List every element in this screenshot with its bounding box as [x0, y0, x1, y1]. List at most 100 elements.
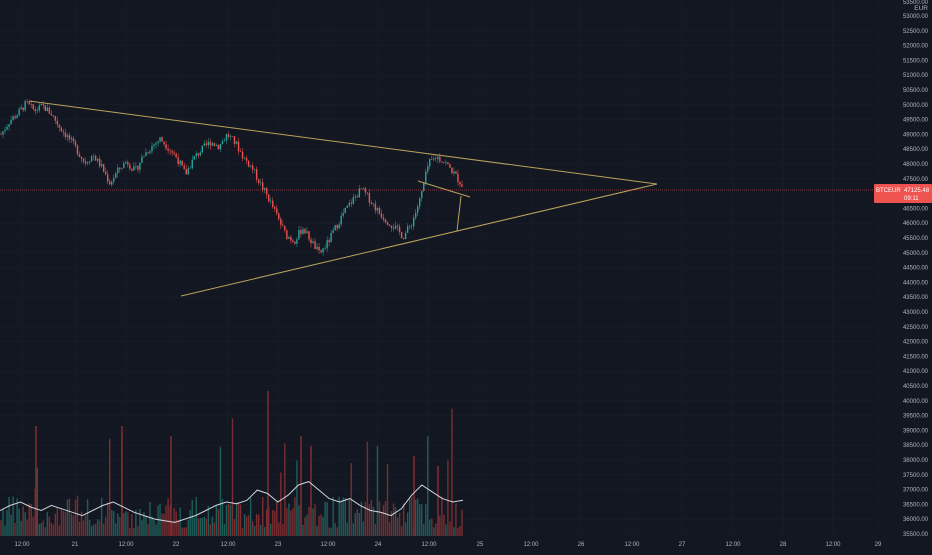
- volume-bar: [390, 511, 393, 536]
- price-tick-label: 43500.00: [903, 295, 929, 301]
- candle: [316, 242, 318, 251]
- volume-bar: [215, 506, 218, 536]
- volume-bar: [80, 511, 83, 536]
- price-tick-label: 51500.00: [903, 58, 929, 64]
- volume-bar: [90, 526, 93, 536]
- volume-bar: [400, 526, 403, 536]
- candle: [104, 167, 107, 176]
- candle: [181, 160, 183, 167]
- candle: [56, 116, 59, 128]
- candle: [50, 110, 53, 116]
- time-tick-label: 23: [275, 542, 282, 548]
- volume-bar: [40, 523, 42, 536]
- candle: [131, 168, 133, 172]
- candle: [189, 165, 191, 169]
- volume-bar: [261, 497, 264, 536]
- candle: [380, 209, 383, 219]
- trendline-drawings[interactable]: [28, 100, 658, 297]
- volume-bar: [109, 438, 111, 536]
- volume-bar: [272, 509, 274, 536]
- lower-trendline[interactable]: [180, 183, 658, 297]
- volume-bar: [38, 523, 40, 536]
- volume-bar: [68, 498, 71, 536]
- volume-bar: [336, 527, 338, 536]
- volume-bar: [370, 499, 373, 536]
- volume-bar: [290, 510, 292, 536]
- price-tick-label: 39500.00: [903, 414, 929, 420]
- volume-bar: [330, 527, 332, 536]
- candle: [352, 194, 354, 205]
- volume-bar: [282, 524, 284, 536]
- volume-moving-average-line: [0, 481, 464, 523]
- candle: [62, 129, 65, 137]
- short-trendline-1[interactable]: [417, 180, 471, 198]
- candle: [441, 161, 443, 163]
- volume-bar: [310, 446, 312, 536]
- candle: [374, 200, 377, 214]
- volume-bar: [396, 517, 399, 536]
- candle: [400, 231, 403, 239]
- candle: [48, 105, 51, 114]
- candle: [253, 168, 256, 174]
- candle: [310, 236, 312, 248]
- candle: [338, 221, 340, 230]
- candle: [82, 157, 85, 165]
- candle: [100, 159, 103, 168]
- volume-bar: [175, 511, 177, 536]
- volume-bar: [64, 512, 67, 536]
- volume-bar: [60, 508, 63, 536]
- candle: [84, 157, 87, 167]
- price-tick-label: 37000.00: [903, 488, 929, 494]
- volume-bar: [344, 498, 346, 536]
- candle: [245, 155, 248, 165]
- candle: [457, 169, 459, 186]
- candle: [119, 167, 121, 173]
- volume-bar: [280, 472, 282, 536]
- candle: [433, 154, 435, 162]
- time-axis[interactable]: 12:00 21 12:00 22 12:00 23 12:00 24 12:00 25 12:00…: [14, 542, 882, 548]
- candle: [288, 235, 290, 239]
- candle: [10, 115, 12, 125]
- candle: [155, 141, 157, 149]
- volume-bar: [151, 516, 153, 536]
- time-tick-label: 29: [875, 542, 882, 548]
- candle: [459, 181, 461, 188]
- candle: [195, 150, 197, 160]
- volume-bar: [207, 506, 210, 536]
- short-trendline-2[interactable]: [456, 195, 462, 232]
- candle: [121, 168, 123, 171]
- volume-bar: [408, 498, 411, 536]
- volume-bar: [219, 446, 222, 536]
- volume-bar: [423, 524, 425, 536]
- candle: [368, 189, 371, 207]
- candle: [123, 160, 125, 169]
- volume-bar: [209, 524, 212, 536]
- volume-bar: [137, 525, 139, 536]
- candle: [231, 136, 234, 137]
- upper-trendline[interactable]: [28, 100, 658, 185]
- price-axis[interactable]: 53500.00 EUR 53000.00 52500.00 52000.00 515…: [903, 0, 929, 538]
- volume-bar: [74, 499, 77, 536]
- volume-bar: [22, 506, 24, 536]
- candle: [386, 220, 389, 226]
- candle: [282, 220, 284, 227]
- candle: [165, 140, 167, 151]
- volume-bar: [48, 516, 51, 536]
- candle: [24, 99, 26, 113]
- candle: [209, 138, 212, 150]
- volume-bar: [131, 514, 133, 536]
- candle: [286, 228, 288, 241]
- volume-bar: [185, 527, 187, 536]
- candle: [215, 143, 218, 147]
- candle: [221, 138, 224, 145]
- volume-bar: [433, 527, 435, 536]
- volume-bar: [364, 502, 367, 536]
- candle: [274, 205, 276, 212]
- volume-bar: [388, 521, 391, 536]
- price-tick-label: 45500.00: [903, 236, 929, 242]
- volume-bar: [459, 526, 461, 536]
- time-tick-label: 12:00: [825, 542, 841, 548]
- candle: [111, 180, 113, 187]
